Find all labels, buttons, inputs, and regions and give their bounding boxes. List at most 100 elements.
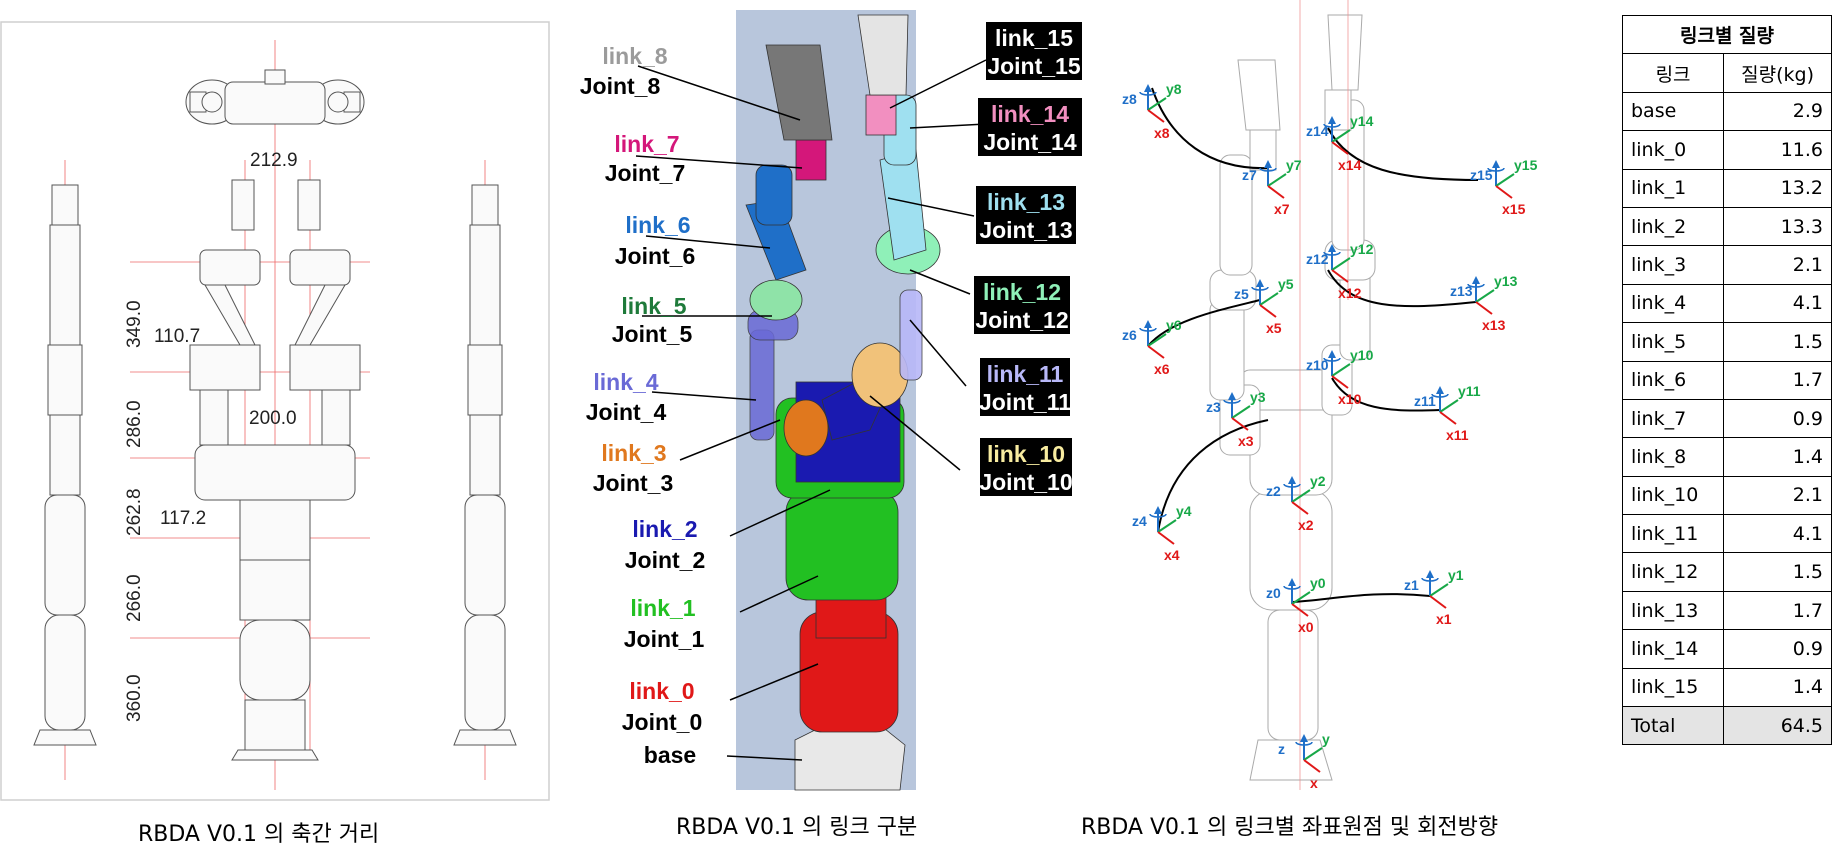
link-label: link_3 <box>601 440 666 466</box>
frame-z-label: z0 <box>1266 585 1281 601</box>
coordinate-frame: z11 y11 x11 <box>1414 383 1481 443</box>
frame-x-label: x8 <box>1154 125 1170 141</box>
rotation-arrow-icon <box>1295 741 1313 746</box>
frame-y-label: y3 <box>1250 389 1266 405</box>
frame-x-label: x <box>1310 775 1318 791</box>
coordinate-frame: z6 y6 x6 <box>1122 317 1182 377</box>
frame-y-label: y14 <box>1350 113 1374 129</box>
mass-link-name: link_5 <box>1621 322 1725 362</box>
z-axis-head <box>1228 392 1236 400</box>
x-axis-arrow <box>1231 417 1249 431</box>
frame-y-label: y5 <box>1278 276 1294 292</box>
frame-y-label: y6 <box>1166 317 1182 333</box>
frame-z-label: z <box>1278 741 1285 757</box>
frame-x-label: x2 <box>1298 517 1314 533</box>
mass-table: 링크별 질량 링크 질량(kg) base 2.9 link_0 11.6 link_1… <box>1621 14 1832 746</box>
robot-outline <box>1209 14 1376 781</box>
mass-value: 1.4 <box>1723 437 1832 477</box>
mass-table-row: link_0 11.6 <box>1621 130 1832 170</box>
link-label: link_5 <box>621 293 686 319</box>
frame-z-label: z5 <box>1234 286 1249 302</box>
mass-value: 1.5 <box>1723 322 1832 362</box>
mass-link-name: link_15 <box>1621 667 1725 708</box>
dim-offset-upper: 110.7 <box>154 326 200 347</box>
mass-table-row: link_1 13.2 <box>1621 168 1832 208</box>
link-label: link_8 <box>602 43 667 69</box>
coordinate-frame: z7 y7 x7 <box>1242 157 1302 217</box>
frame-x-label: x7 <box>1274 201 1290 217</box>
x-axis-arrow <box>1303 759 1321 773</box>
link-label: link_0 <box>629 678 694 704</box>
y-axis-arrow <box>1439 399 1459 413</box>
caption-coordinate-frames: RBDA V0.1 의 링크별 좌표원점 및 회전방향 <box>1081 815 1499 840</box>
front-view-robot <box>189 179 361 761</box>
frame-x-label: x15 <box>1502 201 1526 217</box>
x-axis-arrow <box>1267 185 1285 199</box>
x-axis-arrow <box>1439 411 1457 425</box>
coordinate-frame: z15 y15 x15 <box>1470 157 1538 217</box>
mass-value: 1.4 <box>1723 667 1832 708</box>
frame-y-label: y7 <box>1286 157 1302 173</box>
x-axis-arrow <box>1291 603 1309 617</box>
mass-value: 2.1 <box>1723 475 1832 516</box>
frame-z-label: z3 <box>1206 399 1221 415</box>
dim-vertical-1: 349.0 <box>124 300 145 348</box>
z-axis-head <box>1288 578 1296 586</box>
link-label: link_13 <box>987 189 1065 215</box>
frame-y-label: y2 <box>1310 473 1326 489</box>
y-axis-arrow <box>1495 173 1515 187</box>
mass-total-value: 64.5 <box>1723 706 1832 746</box>
coordinate-frame: z4 y4 x4 <box>1132 503 1192 563</box>
mass-link-name: link_13 <box>1621 590 1725 631</box>
rotation-arrow-icon <box>1283 585 1301 590</box>
coordinate-frame: z10 y10 x10 <box>1306 347 1374 407</box>
frame-y-label: y1 <box>1448 567 1464 583</box>
link-label: link_4 <box>593 369 658 395</box>
mass-link-name: link_6 <box>1621 360 1725 400</box>
mass-value: 4.1 <box>1723 283 1832 324</box>
link-label: link_11 <box>987 361 1064 387</box>
z-axis-head <box>1300 734 1308 742</box>
mass-link-name: link_11 <box>1621 514 1725 554</box>
frame-y-label: y <box>1322 731 1330 747</box>
mass-table-row: link_4 4.1 <box>1621 283 1832 324</box>
right-link-labels: link_15 Joint_15 link_14 Joint_14 link_1… <box>974 22 1082 496</box>
mass-table-title: 링크별 질량 <box>1622 14 1832 55</box>
joint-label: Joint_2 <box>625 547 706 573</box>
mass-value: 0.9 <box>1723 398 1832 439</box>
frame-z-label: z2 <box>1266 483 1281 499</box>
mass-link-name: link_14 <box>1621 629 1725 669</box>
frame-y-label: y13 <box>1494 273 1518 289</box>
z-axis-head <box>1256 279 1264 287</box>
coordinate-frame: z5 y5 x5 <box>1234 276 1294 336</box>
joint-label: Joint_12 <box>975 307 1068 333</box>
mass-table-row: link_10 2.1 <box>1621 475 1832 516</box>
y-axis-arrow <box>1147 97 1167 111</box>
mass-link-name: link_2 <box>1621 206 1725 247</box>
joint-label: Joint_10 <box>979 469 1072 495</box>
frame-z-label: z15 <box>1470 167 1493 183</box>
frame-x-label: x11 <box>1446 427 1469 443</box>
coordinate-frame: z13 y13 x13 <box>1450 273 1518 333</box>
frame-x-label: x13 <box>1482 317 1506 333</box>
mass-link-name: link_8 <box>1621 437 1725 477</box>
frame-x-label: x12 <box>1338 285 1362 301</box>
z-axis-head <box>1472 276 1480 284</box>
mass-link-name: link_10 <box>1621 475 1725 516</box>
frame-y-label: y0 <box>1310 575 1326 591</box>
z-axis-head <box>1492 160 1500 168</box>
frame-y-label: y15 <box>1514 157 1538 173</box>
frame-z-label: z8 <box>1122 91 1137 107</box>
rotation-arrow-icon <box>1421 577 1439 582</box>
link-label: link_7 <box>614 131 679 157</box>
joint-label: Joint_8 <box>580 73 661 99</box>
mass-table-row: link_5 1.5 <box>1621 322 1832 362</box>
y-axis-arrow <box>1475 289 1495 303</box>
frame-y-label: y11 <box>1458 383 1481 399</box>
dim-vertical-5: 360.0 <box>124 674 145 722</box>
mass-link-name: link_12 <box>1621 552 1725 592</box>
mass-value: 13.2 <box>1723 168 1832 208</box>
frame-y-label: y12 <box>1350 241 1374 257</box>
